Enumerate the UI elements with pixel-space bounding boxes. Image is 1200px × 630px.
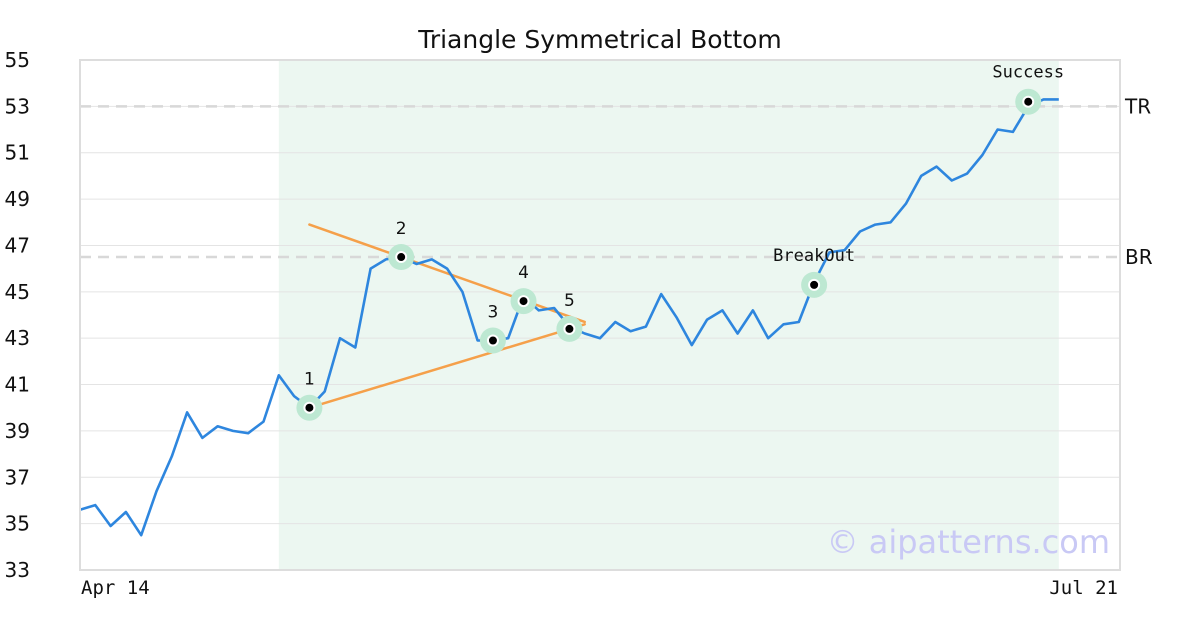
y-tick-label: 49: [5, 187, 30, 211]
pattern-point-2-label: 2: [396, 219, 407, 239]
x-tick-label: Jul 21: [1049, 577, 1118, 599]
level-lines: TR BR: [80, 94, 1153, 269]
pattern-point-1-dot: [303, 401, 316, 414]
trendline: [308, 323, 586, 409]
pattern-point-4-dot: [517, 295, 530, 308]
annotation-breakout-label: BreakOut: [773, 246, 855, 266]
watermark: © aipatterns.com: [827, 523, 1110, 561]
y-tick-label: 45: [5, 280, 30, 304]
pattern-point-3-dot: [486, 334, 499, 347]
pattern-point-5-label: 5: [564, 291, 575, 311]
y-axis-ticks: 33 35 37 39 41 43 45 47 49 51 53 55: [5, 48, 30, 582]
trendlines: [308, 223, 586, 409]
y-tick-label: 43: [5, 326, 30, 350]
y-tick-label: 55: [5, 48, 30, 72]
x-tick-label: Apr 14: [81, 577, 150, 599]
x-axis-ticks: Apr 14 Jul 21: [81, 577, 1118, 599]
annotation-success-dot: [1022, 95, 1035, 108]
level-label-tr: TR: [1124, 94, 1151, 118]
pattern-point-2-dot: [395, 251, 408, 264]
y-tick-label: 35: [5, 512, 30, 536]
chart-title: Triangle Symmetrical Bottom: [417, 25, 782, 54]
y-tick-label: 47: [5, 233, 30, 257]
pattern-point-5-dot: [563, 322, 576, 335]
pattern-point-1-label: 1: [304, 370, 315, 390]
pattern-markers: 1 2 34 5 BreakOut Success: [296, 63, 1064, 421]
pattern-point-3-label: 3: [488, 303, 499, 323]
pattern-highlight-region: [278, 60, 1059, 570]
plot-frame: [79, 59, 1121, 571]
y-tick-label: 41: [5, 373, 30, 397]
trendline: [308, 223, 586, 324]
annotation-breakout-dot: [808, 278, 821, 291]
annotation-success-label: Success: [992, 63, 1064, 83]
y-tick-label: 37: [5, 465, 30, 489]
pattern-point-4-label: 4: [518, 263, 529, 283]
level-label-br: BR: [1125, 245, 1153, 269]
y-tick-label: 33: [5, 558, 30, 582]
y-tick-label: 51: [5, 141, 30, 165]
y-tick-label: 39: [5, 419, 30, 443]
y-tick-label: 53: [5, 94, 30, 118]
